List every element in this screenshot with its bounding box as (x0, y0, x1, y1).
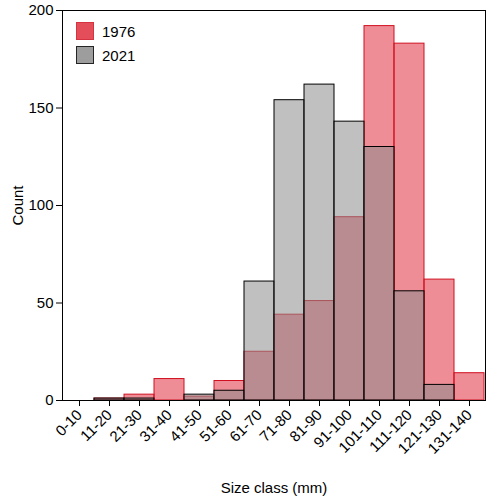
svg-text:Size class (mm): Size class (mm) (221, 479, 328, 496)
svg-text:81-90: 81-90 (285, 405, 325, 445)
html-text:2021: 2021 (102, 46, 136, 64)
svg-text:111-120: 111-120 (365, 405, 415, 456)
html-text:1976: 1976 (102, 22, 136, 40)
svg-text:150: 150 (28, 99, 53, 116)
svg-text:50: 50 (37, 294, 54, 311)
svg-text:121-130: 121-130 (394, 405, 445, 457)
svg-text:0: 0 (45, 391, 53, 408)
svg-text:131-140: 131-140 (424, 406, 475, 457)
svg-text:200: 200 (28, 1, 53, 18)
svg-text:31-40: 31-40 (136, 406, 175, 445)
svg-text:71-80: 71-80 (256, 406, 295, 445)
svg-text:91-100: 91-100 (310, 405, 355, 451)
svg-text:11-20: 11-20 (77, 406, 115, 444)
svg-text:41-50: 41-50 (166, 406, 205, 445)
svg-text:Count: Count (9, 185, 26, 226)
svg-text:21-30: 21-30 (106, 406, 145, 445)
svg-text:61-70: 61-70 (226, 406, 265, 445)
svg-text:51-60: 51-60 (196, 406, 235, 445)
svg-text:100: 100 (28, 196, 53, 213)
svg-text:101-110: 101-110 (334, 405, 385, 456)
svg-text:0-10: 0-10 (51, 405, 85, 440)
